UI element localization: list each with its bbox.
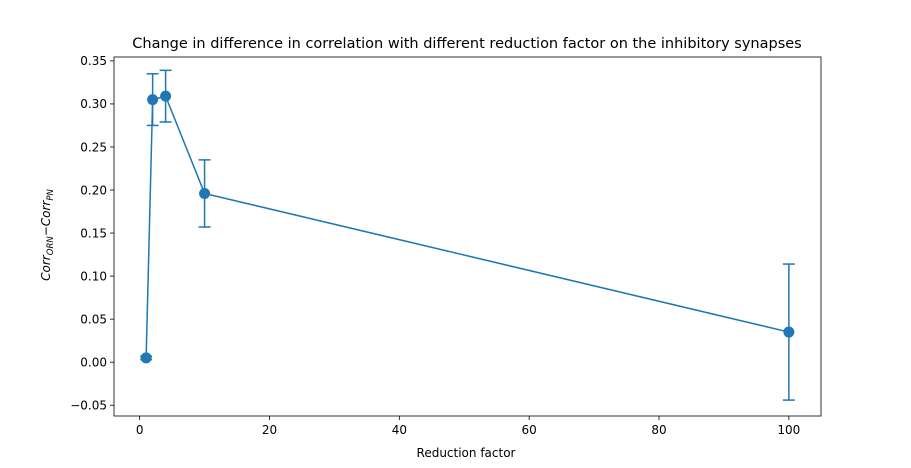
y-tick-label: 0.35	[80, 54, 107, 68]
x-tick-label: 0	[136, 423, 144, 437]
y-tick-label: 0.25	[80, 140, 107, 154]
x-tick-label: 60	[522, 423, 537, 437]
x-tick-label: 20	[262, 423, 277, 437]
axes-frame	[113, 56, 822, 417]
y-label-corr-orn: Corr	[39, 254, 53, 281]
y-label-sub-pn: PN	[46, 189, 56, 201]
x-tick-label: 40	[392, 423, 407, 437]
y-label-sub-orn: ORN	[46, 236, 56, 256]
y-label-minus: −	[39, 226, 53, 236]
data-point	[147, 94, 159, 106]
y-tick-label: 0.15	[80, 226, 107, 240]
x-axis-label: Reduction factor	[417, 446, 516, 460]
chart-title: Change in difference in correlation with…	[132, 36, 801, 52]
data-point	[160, 90, 172, 102]
y-tick-label: 0.00	[80, 355, 107, 369]
y-axis-label: CorrORN−CorrPN	[39, 189, 56, 281]
y-tick-label: 0.30	[80, 97, 107, 111]
data-point	[140, 352, 152, 364]
y-tick-label: 0.05	[80, 312, 107, 326]
data-point	[783, 326, 795, 338]
x-tick-label: 80	[651, 423, 666, 437]
y-tick-label: −0.05	[70, 399, 107, 413]
y-tick-label: 0.10	[80, 269, 107, 283]
y-tick-label: 0.20	[80, 183, 107, 197]
data-point	[199, 187, 211, 199]
plot-area	[140, 69, 795, 401]
y-label-corr-pn: Corr	[39, 200, 53, 227]
axes: 0 20 40 60 80 100 −0.05 0.00 0.05 0.10 0.15 0.20 0.2…	[70, 54, 822, 437]
x-tick-label: 100	[777, 423, 800, 437]
